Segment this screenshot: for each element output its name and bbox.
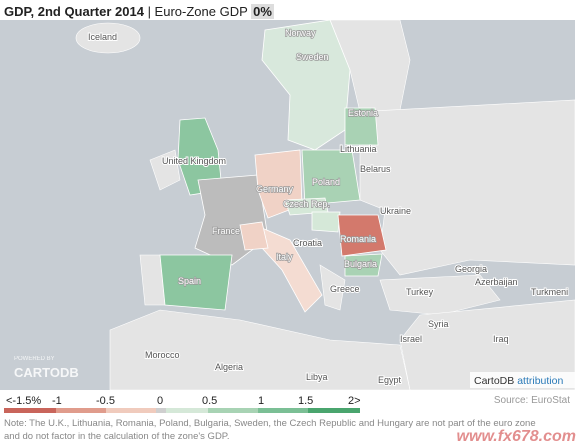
attribution-text: CartoDB [474,375,514,387]
map-label: Estonia [348,108,378,118]
map-label: Croatia [293,238,322,248]
watermark: www.fx678.com [456,428,576,445]
baltics [344,107,379,146]
legend-label: -0.5 [96,395,115,407]
legend-label: 0.5 [202,395,217,407]
legend-label: 2> [348,395,361,407]
logo-caption: POWERED BY [14,356,55,362]
badge: 0% [251,4,274,19]
land [75,19,576,391]
legend-swatch [4,408,56,413]
poland [301,149,361,206]
map-label: United Kingdom [162,156,226,166]
note-line: and do not factor in the calculation of … [4,431,230,442]
map-label: Sweden [296,52,329,62]
map-label: Italy [276,252,293,262]
legend: <-1.5% -1 -0.5 0 0.5 1 1.5 2> [4,395,361,413]
legend-label: -1 [52,395,62,407]
legend-label: 1.5 [298,395,313,407]
attribution-box [470,372,575,388]
legend-swatch [166,408,208,413]
note: Note: The U.K., Lithuania, Romania, Pola… [4,417,584,443]
map-label: Czech Rep. [283,199,330,209]
map-label: Greece [330,284,360,294]
title: GDP, 2nd Quarter 2014 [4,4,144,19]
attribution: CartoDB attribution [474,375,563,387]
bulgaria [344,253,383,277]
source: Source: EuroStat [493,395,570,406]
spain [159,254,233,311]
map-label: Georgia [455,264,487,274]
map-label: Norway [285,28,316,38]
map-label: Azerbaijan [475,277,518,287]
map-label: Israel [400,334,422,344]
map-label: Poland [312,177,340,187]
map-label: Ukraine [380,206,411,216]
legend-swatch [258,408,308,413]
map-label: Iceland [88,32,117,42]
legend-swatch [56,408,106,413]
map-label: Lithuania [340,144,377,154]
countries [159,19,387,313]
map-label: Bulgaria [344,259,377,269]
switzerland-austria [239,221,269,251]
title-bar: GDP, 2nd Quarter 2014 | Euro-Zone GDP 0% [4,4,274,19]
legend-label: 0 [157,395,163,407]
subtitle: | Euro-Zone GDP [147,4,248,19]
map-label: France [212,226,240,236]
map-label: Spain [178,276,201,286]
legend-swatch [156,408,166,413]
map-label: Romania [340,234,376,244]
map-label: Libya [306,372,328,382]
map-label: Turkmeni [531,287,568,297]
map-label: Belarus [360,164,391,174]
map-label: Iraq [493,334,509,344]
legend-label: <-1.5% [6,395,41,407]
romania [337,214,387,257]
attribution-link[interactable]: attribution [517,375,563,387]
map-label: Germany [256,184,294,194]
legend-label: 1 [258,395,264,407]
map-label: Egypt [378,375,402,385]
map-label: Algeria [215,362,243,372]
legend-swatch [308,408,360,413]
map-label: Morocco [145,350,180,360]
hungary [311,211,341,233]
map-label: Syria [428,319,449,329]
map-label: Turkey [406,287,434,297]
legend-swatch [208,408,258,413]
logo: CARTODB [14,365,79,380]
note-line: Note: The U.K., Lithuania, Romania, Pola… [4,418,536,429]
legend-swatch [106,408,156,413]
